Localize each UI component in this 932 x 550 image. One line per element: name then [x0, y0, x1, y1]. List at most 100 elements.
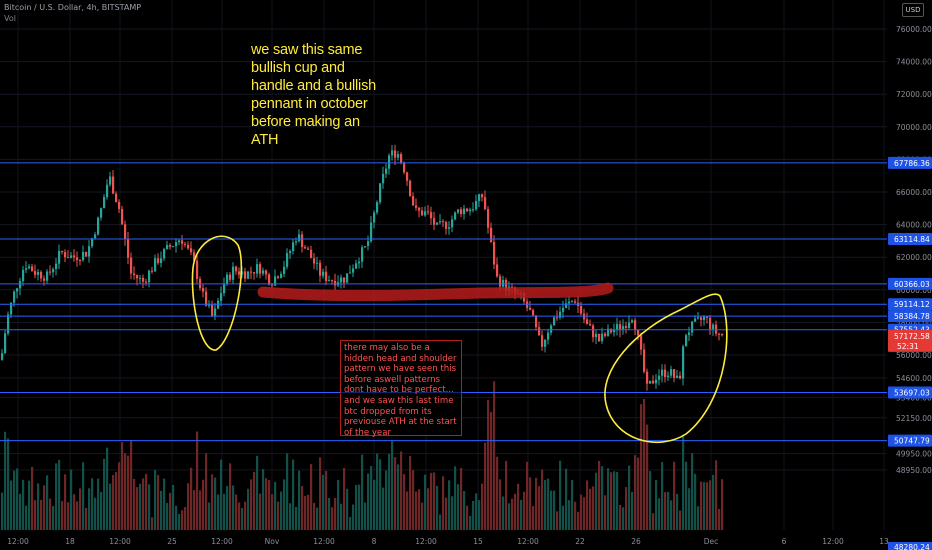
volume-bar: [532, 506, 535, 530]
candle-body: [454, 212, 457, 220]
volume-bar: [649, 471, 652, 530]
candle-body: [55, 263, 58, 269]
candle-body: [619, 324, 622, 330]
volume-bar: [40, 499, 43, 530]
candle-body: [493, 242, 496, 265]
volume-bar: [238, 502, 241, 530]
volume-bar: [160, 490, 163, 530]
volume-bar: [85, 507, 88, 530]
time-tick-label: 12:00: [109, 537, 131, 546]
candle-body: [478, 194, 481, 202]
volume-bar: [166, 502, 169, 530]
volume-bar: [25, 505, 28, 530]
candle-body: [613, 329, 616, 333]
volume-bar: [448, 480, 451, 530]
volume-bar: [274, 481, 277, 530]
level-price-tag: [888, 434, 932, 447]
candle-body: [502, 279, 505, 287]
volume-bar: [121, 442, 124, 530]
time-tick-label: 12:00: [517, 537, 539, 546]
candle-body: [505, 279, 508, 292]
price-tick-label: 49950.00: [896, 450, 932, 459]
volume-bar: [340, 503, 343, 530]
volume-bar: [190, 467, 193, 530]
annotation-cup-handle-note[interactable]: we saw this same bullish cup and handle …: [251, 42, 376, 148]
last-price-label: 57172.58: [894, 332, 930, 341]
candle-body: [349, 272, 352, 274]
candle-body: [7, 314, 10, 334]
left-shoulder-ellipse: [191, 235, 243, 351]
volume-bar: [169, 492, 172, 530]
candle-body: [127, 239, 130, 258]
candle-body: [637, 330, 640, 336]
time-tick-label: 22: [575, 537, 585, 546]
candle-body: [391, 150, 394, 156]
candle-body: [544, 339, 547, 347]
annotation-head-shoulders-note[interactable]: there may also be a hidden head and shou…: [340, 340, 462, 438]
candle-body: [214, 308, 217, 317]
price-tick-label: 66000.00: [896, 188, 932, 197]
volume-bar: [52, 506, 55, 530]
level-price-tag: [888, 156, 932, 169]
candle-body: [706, 316, 709, 318]
symbol-title[interactable]: Bitcoin / U.S. Dollar, 4h, BITSTAMP: [4, 3, 142, 12]
level-price-label: 59114.12: [894, 300, 930, 309]
time-axis[interactable]: 12:00 18 12:00 25 12:00 Nov 12:00 8 12:00 15 12:00…: [0, 532, 889, 550]
grid-lines: [0, 0, 887, 530]
volume-bar: [364, 502, 367, 530]
candle-body: [268, 274, 271, 285]
candle-countdown-label: 52:31: [897, 342, 919, 351]
time-tick-label: 18: [65, 537, 75, 546]
candle-body: [340, 277, 343, 283]
candle-body: [250, 271, 253, 273]
candle-body: [592, 325, 595, 338]
level-price-label: 53697.03: [894, 389, 930, 398]
time-tick-label: 25: [167, 537, 177, 546]
volume-bar: [706, 482, 709, 530]
candle-body: [442, 221, 445, 223]
candlestick-series: [1, 144, 724, 391]
volume-bar: [703, 482, 706, 530]
volume-bar: [418, 489, 421, 530]
volume-bar: [580, 494, 583, 530]
candle-body: [475, 201, 478, 210]
volume-bar: [403, 474, 406, 530]
volume-bar: [430, 472, 433, 530]
candle-body: [499, 276, 502, 287]
candle-body: [208, 304, 211, 306]
volume-bar: [679, 510, 682, 530]
volume-bar: [625, 487, 628, 530]
candle-body: [232, 266, 235, 280]
volume-bar: [250, 479, 253, 530]
right-shoulder-ellipse: [604, 293, 728, 443]
candle-body: [373, 212, 376, 223]
candle-body: [403, 162, 406, 173]
volume-bar: [112, 475, 115, 530]
currency-badge[interactable]: USD: [902, 3, 924, 17]
last-price-tag: [888, 329, 932, 352]
volume-bar: [106, 447, 109, 530]
time-tick-label: 12:00: [211, 537, 233, 546]
candle-body: [358, 261, 361, 264]
time-tick-label: 8: [372, 537, 377, 546]
volume-bar: [718, 508, 721, 530]
volume-bar: [91, 478, 94, 530]
volume-bar: [163, 478, 166, 530]
candle-body: [568, 301, 571, 304]
volume-bar: [268, 480, 271, 530]
volume-bar: [148, 484, 151, 530]
volume-bar: [244, 501, 247, 530]
candle-body: [244, 271, 247, 279]
price-tick-label: 60000.00: [896, 286, 932, 295]
level-price-tag: [888, 233, 932, 246]
volume-indicator-label[interactable]: Vol: [4, 14, 16, 23]
volume-bar: [634, 455, 637, 530]
candle-body: [10, 302, 13, 315]
candle-body: [646, 371, 649, 384]
candle-body: [85, 251, 88, 257]
candle-body: [664, 369, 667, 378]
candle-body: [25, 268, 28, 270]
volume-bar: [172, 484, 175, 530]
price-axis[interactable]: 76000.0074000.0072000.0070000.0068000.00…: [887, 0, 932, 550]
